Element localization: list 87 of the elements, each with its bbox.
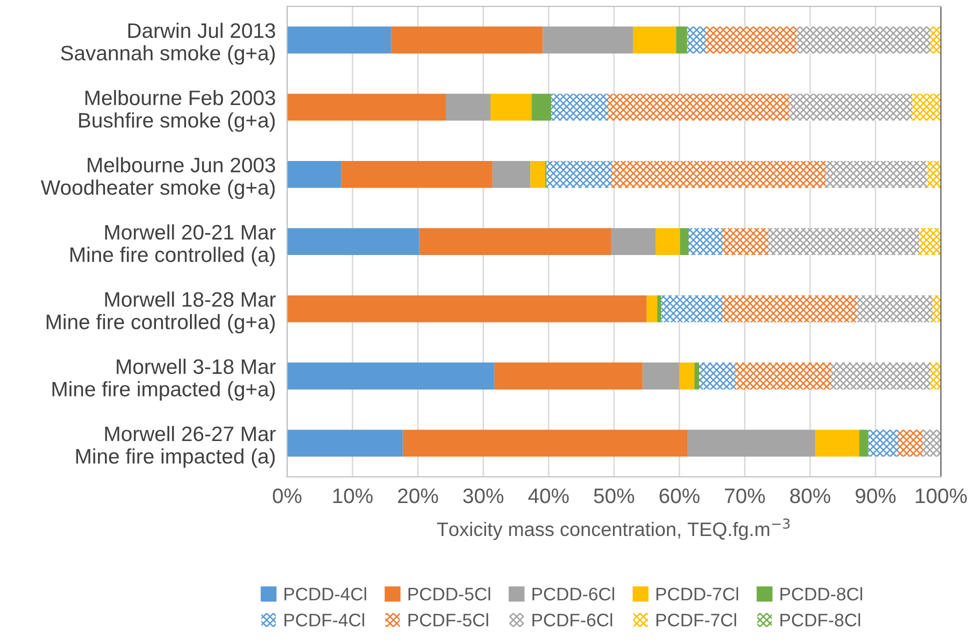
bar xyxy=(831,362,930,390)
bar xyxy=(815,430,860,457)
bar xyxy=(789,94,912,121)
legend-label: PCDF-5Cl xyxy=(408,613,488,626)
bar xyxy=(826,160,928,188)
bar xyxy=(287,94,446,121)
legend-label: PCDF-6Cl xyxy=(532,613,612,626)
bar xyxy=(608,94,790,121)
bar xyxy=(912,94,941,121)
x-tick-label: 20% xyxy=(398,488,438,504)
y-tick-label: Morwell 3-18 Mar Mine fire impacted (g+a) xyxy=(52,358,276,401)
x-tick-label: 0% xyxy=(272,488,302,504)
bar xyxy=(542,26,633,54)
bar xyxy=(287,295,647,322)
bar xyxy=(287,228,420,256)
x-axis-title: Toxicity mass concentration, TEQ.fg.m$^{−3}$ xyxy=(437,518,790,540)
legend-label: PCDD-6Cl xyxy=(532,587,614,600)
legend-label: PCDD-5Cl xyxy=(408,587,490,600)
bar xyxy=(642,362,680,390)
bar xyxy=(446,94,490,121)
bar xyxy=(857,295,932,322)
x-tick-label: 70% xyxy=(724,488,765,504)
bar xyxy=(611,160,826,188)
bar xyxy=(868,430,898,457)
bar xyxy=(687,26,706,54)
bar xyxy=(680,228,689,256)
bar xyxy=(341,160,492,188)
bar xyxy=(419,228,612,256)
y-tick-label: Melbourne Jun 2003 Woodheater smoke (g+a) xyxy=(40,157,276,199)
x-tick-label: 90% xyxy=(856,488,896,504)
bar xyxy=(706,26,796,54)
bar xyxy=(859,430,868,457)
bar xyxy=(661,295,723,322)
bar xyxy=(546,160,612,188)
bar xyxy=(391,26,543,54)
x-tick-label: 50% xyxy=(594,488,634,504)
legend-label: PCDF-4Cl xyxy=(284,613,364,626)
bar xyxy=(679,362,694,390)
bar xyxy=(646,295,658,322)
bar xyxy=(694,362,699,390)
bar xyxy=(922,430,941,457)
y-tick-label: Melbourne Feb 2003 Bushfire smoke (g+a) xyxy=(79,90,276,132)
bar xyxy=(930,26,941,54)
x-tick-label: 80% xyxy=(790,488,830,504)
bar xyxy=(676,26,688,54)
x-tick-label: 40% xyxy=(528,488,569,504)
bar xyxy=(688,228,723,256)
bar xyxy=(722,228,768,256)
bar xyxy=(898,430,923,457)
bar xyxy=(287,160,342,188)
bar xyxy=(287,26,392,54)
bar xyxy=(532,94,552,121)
bar xyxy=(796,26,930,54)
bar xyxy=(699,362,735,390)
bar xyxy=(287,430,403,457)
bar xyxy=(734,362,832,390)
x-tick-label: 30% xyxy=(463,488,504,504)
y-tick-label: Morwell 20-21 Mar Mine fire controlled (a) xyxy=(70,224,276,266)
bar xyxy=(656,228,680,256)
bar xyxy=(657,295,662,322)
bar xyxy=(632,26,676,54)
bar xyxy=(927,160,941,188)
bar xyxy=(688,430,816,457)
bar xyxy=(490,94,532,121)
bar xyxy=(492,160,530,188)
bar xyxy=(722,295,858,322)
bar xyxy=(530,160,546,188)
legend-label: PCDF-8Cl xyxy=(780,613,860,626)
bar xyxy=(930,362,941,390)
bar xyxy=(768,228,920,256)
legend-label: PCDD-8Cl xyxy=(780,587,862,600)
x-tick-label: 100% xyxy=(916,488,967,504)
bar xyxy=(287,362,494,390)
y-tick-label: Morwell 18-28 Mar Mine fire controlled (g+a) xyxy=(46,292,276,334)
bar xyxy=(494,362,643,390)
legend-label: PCDD-4Cl xyxy=(284,587,366,600)
legend-label: PCDF-7Cl xyxy=(656,613,736,626)
bar xyxy=(402,430,688,457)
legend-label: PCDD-7Cl xyxy=(656,587,738,600)
y-tick-label: Morwell 26-27 Mar Mine fire impacted (a) xyxy=(76,426,276,468)
x-tick-label: 10% xyxy=(333,488,373,504)
bar xyxy=(919,228,941,256)
y-tick-label: Darwin Jul 2013 Savannah smoke (g+a) xyxy=(60,22,276,65)
bar xyxy=(932,295,941,322)
x-tick-label: 60% xyxy=(660,488,700,504)
bar xyxy=(611,228,656,256)
bar xyxy=(551,94,608,121)
